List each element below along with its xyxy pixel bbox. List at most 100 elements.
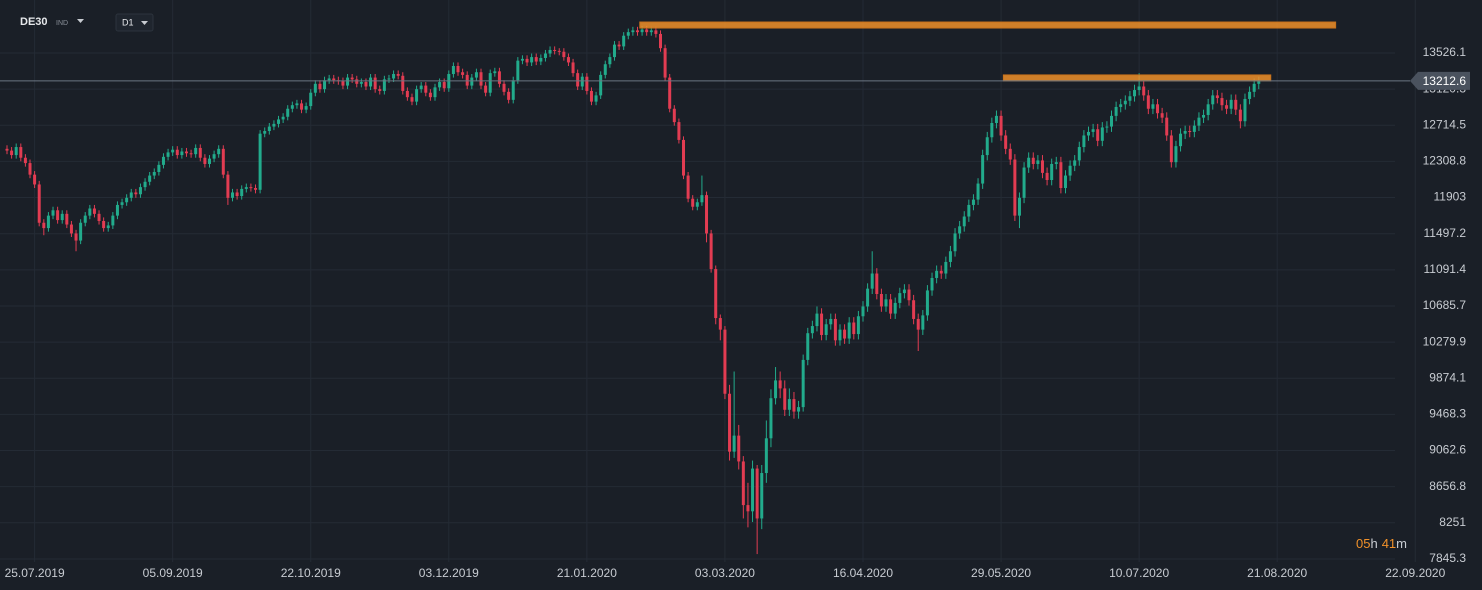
candle-body: [258, 133, 262, 190]
y-tick-label: 12308.8: [1423, 154, 1467, 168]
candle-body: [1156, 104, 1160, 114]
x-tick-label: 05.09.2019: [143, 566, 203, 580]
candle-body: [28, 163, 32, 175]
candle-body: [92, 208, 96, 214]
candle-body: [1133, 90, 1137, 97]
candle-body: [346, 77, 350, 86]
timeframe[interactable]: D1: [122, 17, 134, 27]
candle-body: [424, 85, 428, 93]
candle-body: [801, 359, 805, 408]
x-tick-label: 21.01.2020: [557, 566, 617, 580]
candles: [5, 25, 1261, 555]
candle-body: [898, 293, 902, 303]
candle-body: [1096, 129, 1100, 141]
candle-body: [985, 137, 989, 156]
candle-body: [355, 79, 359, 84]
candle-body: [1179, 133, 1183, 147]
candle-body: [1128, 96, 1132, 101]
candle-body: [203, 157, 207, 164]
y-tick-label: 7845.3: [1429, 551, 1466, 565]
candle-body: [714, 269, 718, 319]
candle-body: [189, 153, 193, 155]
candle-body: [520, 58, 524, 61]
candle-body: [323, 80, 327, 90]
candle-body: [1013, 159, 1017, 216]
dropdown-arrow[interactable]: [141, 21, 148, 25]
overlay: 13526.113120.312714.512308.81190311497.2…: [0, 21, 1470, 580]
candle-body: [1031, 157, 1035, 164]
candle-body: [939, 270, 943, 274]
candle-body: [691, 198, 695, 207]
candle-body: [1045, 172, 1049, 181]
y-tick-label: 13526.1: [1423, 45, 1467, 59]
candle-body: [97, 213, 101, 221]
candle-body: [589, 90, 593, 102]
x-tick-label: 16.04.2020: [833, 566, 893, 580]
candle-body: [502, 83, 506, 92]
candle-body: [1022, 167, 1026, 198]
candle-body: [364, 82, 368, 87]
candle-body: [783, 388, 787, 410]
symbol[interactable]: DE30: [20, 16, 48, 28]
x-tick-label: 22.09.2020: [1385, 566, 1445, 580]
candle-body: [617, 44, 621, 47]
candle-body: [1091, 129, 1095, 132]
candle-body: [161, 156, 165, 165]
candle-body: [1238, 109, 1242, 122]
candle-body: [106, 225, 110, 229]
candle-body: [1188, 131, 1192, 133]
candle-body: [902, 289, 906, 294]
candle-body: [19, 147, 23, 158]
dropdown-arrow[interactable]: [77, 19, 84, 23]
candle-body: [23, 157, 27, 164]
y-tick-label: 9062.6: [1429, 443, 1466, 457]
x-tick-label: 29.05.2020: [971, 566, 1031, 580]
candle-body: [263, 131, 267, 134]
candle-body: [442, 82, 446, 89]
candle-body: [728, 393, 732, 452]
candle-body: [746, 505, 750, 512]
candle-body: [42, 222, 46, 229]
candle-body: [806, 333, 810, 360]
candle-body: [359, 82, 363, 84]
x-tick-label: 22.10.2019: [281, 566, 341, 580]
candle-body: [5, 148, 9, 151]
candle-body: [493, 71, 497, 74]
candle-body: [194, 147, 198, 155]
candle-body: [207, 158, 211, 164]
candle-body: [33, 174, 37, 185]
candle-body: [1151, 104, 1155, 109]
candle-body: [672, 108, 676, 123]
candle-body: [723, 329, 727, 394]
candle-body: [1119, 104, 1123, 107]
candle-body: [1252, 83, 1256, 92]
candle-body: [566, 57, 570, 63]
candle-body: [1229, 99, 1233, 109]
candle-body: [631, 30, 635, 33]
candle-body: [608, 57, 612, 65]
candle-body: [392, 74, 396, 79]
y-tick-label: 11091.4: [1424, 262, 1467, 276]
candle-body: [548, 49, 552, 54]
candle-body: [281, 116, 285, 120]
candle-body: [419, 85, 423, 90]
candle-body: [1211, 95, 1215, 105]
candle-body: [976, 183, 980, 200]
candle-body: [1192, 125, 1196, 132]
candle-body: [14, 147, 18, 156]
candle-body: [530, 57, 534, 63]
candle-body: [774, 380, 778, 399]
candle-body: [1100, 127, 1104, 141]
candle-body: [221, 148, 225, 175]
timeframe-button[interactable]: [115, 13, 154, 32]
candle-body: [820, 313, 824, 335]
candle-body: [907, 289, 911, 301]
candle-body: [654, 30, 658, 34]
candle-body: [603, 64, 607, 75]
candle-body: [318, 83, 322, 90]
candle-body: [1110, 115, 1114, 127]
candle-body: [479, 72, 483, 86]
candle-body: [824, 324, 828, 335]
